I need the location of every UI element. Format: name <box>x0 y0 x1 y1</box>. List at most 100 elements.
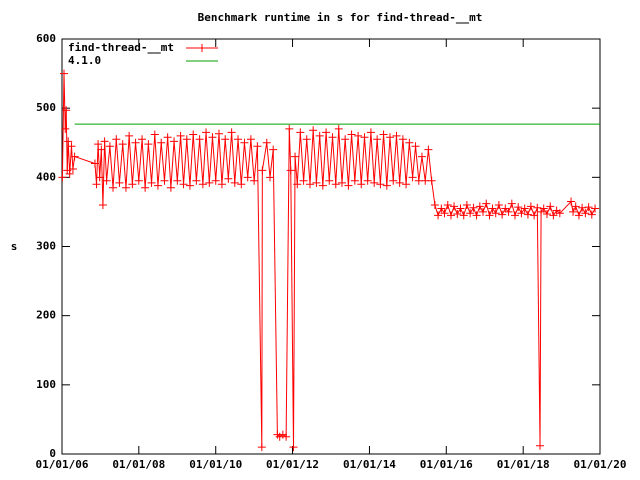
point-marker <box>198 180 207 189</box>
x-tick-label: 01/01/18 <box>497 458 550 471</box>
point-marker <box>192 176 201 185</box>
point-marker <box>360 133 369 142</box>
point-marker <box>266 173 275 182</box>
point-marker <box>205 178 214 187</box>
point-marker <box>395 178 404 187</box>
point-marker <box>250 176 259 185</box>
legend-label: find-thread-__mt <box>68 41 174 54</box>
point-marker <box>443 201 452 209</box>
point-marker <box>514 203 523 212</box>
y-tick-label: 300 <box>36 240 56 253</box>
point-marker <box>491 209 500 218</box>
point-marker <box>402 180 411 189</box>
legend-label: 4.1.0 <box>68 54 101 67</box>
point-marker <box>282 432 291 441</box>
point-marker <box>291 152 300 161</box>
point-marker <box>208 133 217 142</box>
point-marker <box>542 209 551 218</box>
point-marker <box>498 210 507 219</box>
point-marker <box>520 204 529 213</box>
point-marker <box>189 130 198 139</box>
point-marker <box>341 135 350 144</box>
point-marker <box>581 209 590 218</box>
point-marker <box>150 130 159 139</box>
point-marker <box>417 152 426 161</box>
x-tick-label: 01/01/08 <box>112 458 165 471</box>
point-marker <box>128 180 137 189</box>
point-marker <box>115 178 124 187</box>
point-marker <box>65 169 74 178</box>
point-marker <box>62 106 71 115</box>
point-marker <box>322 128 331 137</box>
point-marker <box>100 137 109 146</box>
point-marker <box>591 204 600 213</box>
point-marker <box>424 145 433 154</box>
point-marker <box>121 183 130 192</box>
point-marker <box>166 183 175 192</box>
chart-title: Benchmark runtime in s for find-thread-_… <box>198 11 483 24</box>
point-marker <box>569 207 578 216</box>
y-tick-label: 0 <box>49 447 56 460</box>
point-marker <box>507 199 516 208</box>
x-tick-label: 01/01/10 <box>189 458 242 471</box>
point-marker <box>485 211 494 220</box>
point-marker <box>510 211 519 220</box>
point-marker <box>289 443 298 452</box>
point-marker <box>234 135 243 144</box>
point-marker <box>469 203 478 212</box>
point-marker <box>302 135 311 144</box>
point-marker <box>134 176 143 185</box>
x-tick-label: 01/01/16 <box>420 458 473 471</box>
point-marker <box>160 176 169 185</box>
point-marker <box>173 176 182 185</box>
point-marker <box>102 176 111 185</box>
point-marker <box>328 133 337 142</box>
point-marker <box>240 138 249 147</box>
point-marker <box>392 131 401 140</box>
point-marker <box>185 181 194 190</box>
point-marker <box>587 210 596 219</box>
point-marker <box>262 138 271 147</box>
point-marker <box>405 138 414 147</box>
x-tick-label: 01/01/14 <box>343 458 396 471</box>
point-marker <box>334 124 343 133</box>
point-marker <box>94 140 103 149</box>
point-marker <box>105 142 114 151</box>
point-marker <box>153 181 162 190</box>
point-marker <box>462 201 471 209</box>
point-marker <box>331 180 340 189</box>
point-marker <box>147 178 156 187</box>
point-marker <box>296 128 305 137</box>
point-marker <box>466 209 475 218</box>
point-marker <box>344 181 353 190</box>
point-marker <box>98 201 107 209</box>
point-marker <box>398 135 407 144</box>
point-marker <box>453 209 462 218</box>
point-marker <box>578 203 587 212</box>
point-marker <box>97 145 106 154</box>
point-marker <box>408 173 417 182</box>
point-marker <box>494 201 503 209</box>
point-marker <box>373 135 382 144</box>
point-marker <box>195 135 204 144</box>
y-tick-label: 100 <box>36 378 56 391</box>
point-marker <box>437 204 446 213</box>
point-marker <box>440 209 449 218</box>
x-tick-label: 01/01/20 <box>574 458 627 471</box>
point-marker <box>157 138 166 147</box>
point-marker <box>366 128 375 137</box>
point-marker <box>170 137 179 146</box>
point-marker <box>61 124 70 133</box>
point-marker <box>501 204 510 213</box>
point-marker <box>584 203 593 212</box>
y-tick-label: 500 <box>36 101 56 114</box>
point-marker <box>112 135 121 144</box>
point-marker <box>246 135 255 144</box>
point-marker <box>253 142 262 151</box>
point-marker <box>214 129 223 138</box>
point-marker <box>315 131 324 140</box>
point-marker <box>533 203 542 212</box>
point-marker <box>163 133 172 142</box>
